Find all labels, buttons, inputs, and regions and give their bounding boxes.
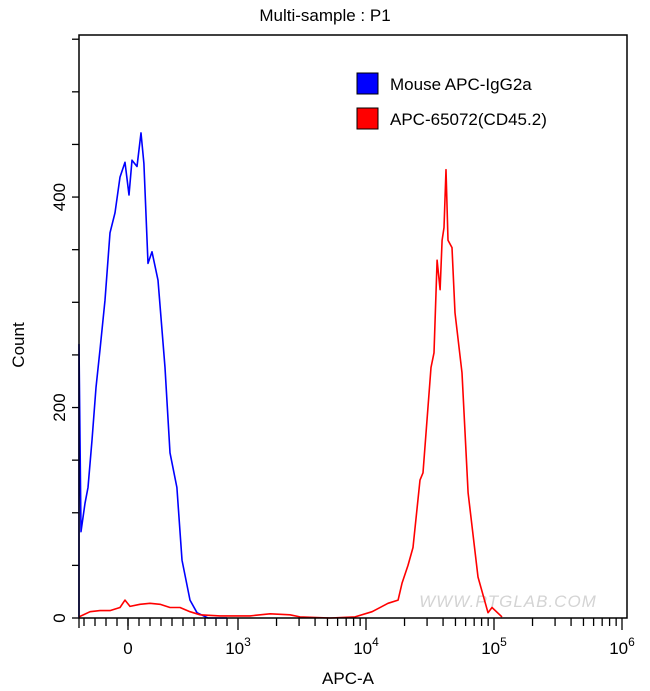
x-tick-label: 104	[353, 635, 379, 658]
tick-exponent: 5	[500, 635, 507, 649]
y-tick-label: 400	[50, 183, 69, 211]
y-tick-label: 0	[50, 613, 69, 622]
legend-label: APC-65072(CD45.2)	[390, 110, 547, 129]
tick-exponent: 6	[628, 635, 635, 649]
tick-exponent: 3	[244, 635, 251, 649]
legend-swatch	[356, 72, 379, 95]
series-line-0	[78, 132, 227, 619]
x-tick-label: 105	[481, 635, 507, 658]
watermark: WWW.PTGLAB.COM	[419, 592, 597, 611]
x-axis-label: APC-A	[322, 669, 375, 688]
tick-base: 10	[353, 639, 372, 658]
y-tick-label: 200	[50, 393, 69, 421]
legend-swatch	[356, 107, 379, 130]
plot-frame	[78, 34, 628, 619]
series-line-1	[78, 168, 503, 619]
x-tick-label: 0	[123, 639, 132, 658]
tick-base: 10	[225, 639, 244, 658]
x-tick-label: 103	[225, 635, 251, 658]
y-axis-label: Count	[9, 322, 28, 368]
tick-base: 0	[123, 639, 132, 658]
legend: Mouse APC-IgG2a APC-65072(CD45.2)	[356, 72, 547, 130]
tick-exponent: 4	[372, 635, 379, 649]
x-tick-label: 106	[609, 635, 635, 658]
tick-base: 10	[609, 639, 628, 658]
chart-title: Multi-sample : P1	[259, 6, 390, 25]
tick-base: 10	[481, 639, 500, 658]
legend-label: Mouse APC-IgG2a	[390, 75, 532, 94]
